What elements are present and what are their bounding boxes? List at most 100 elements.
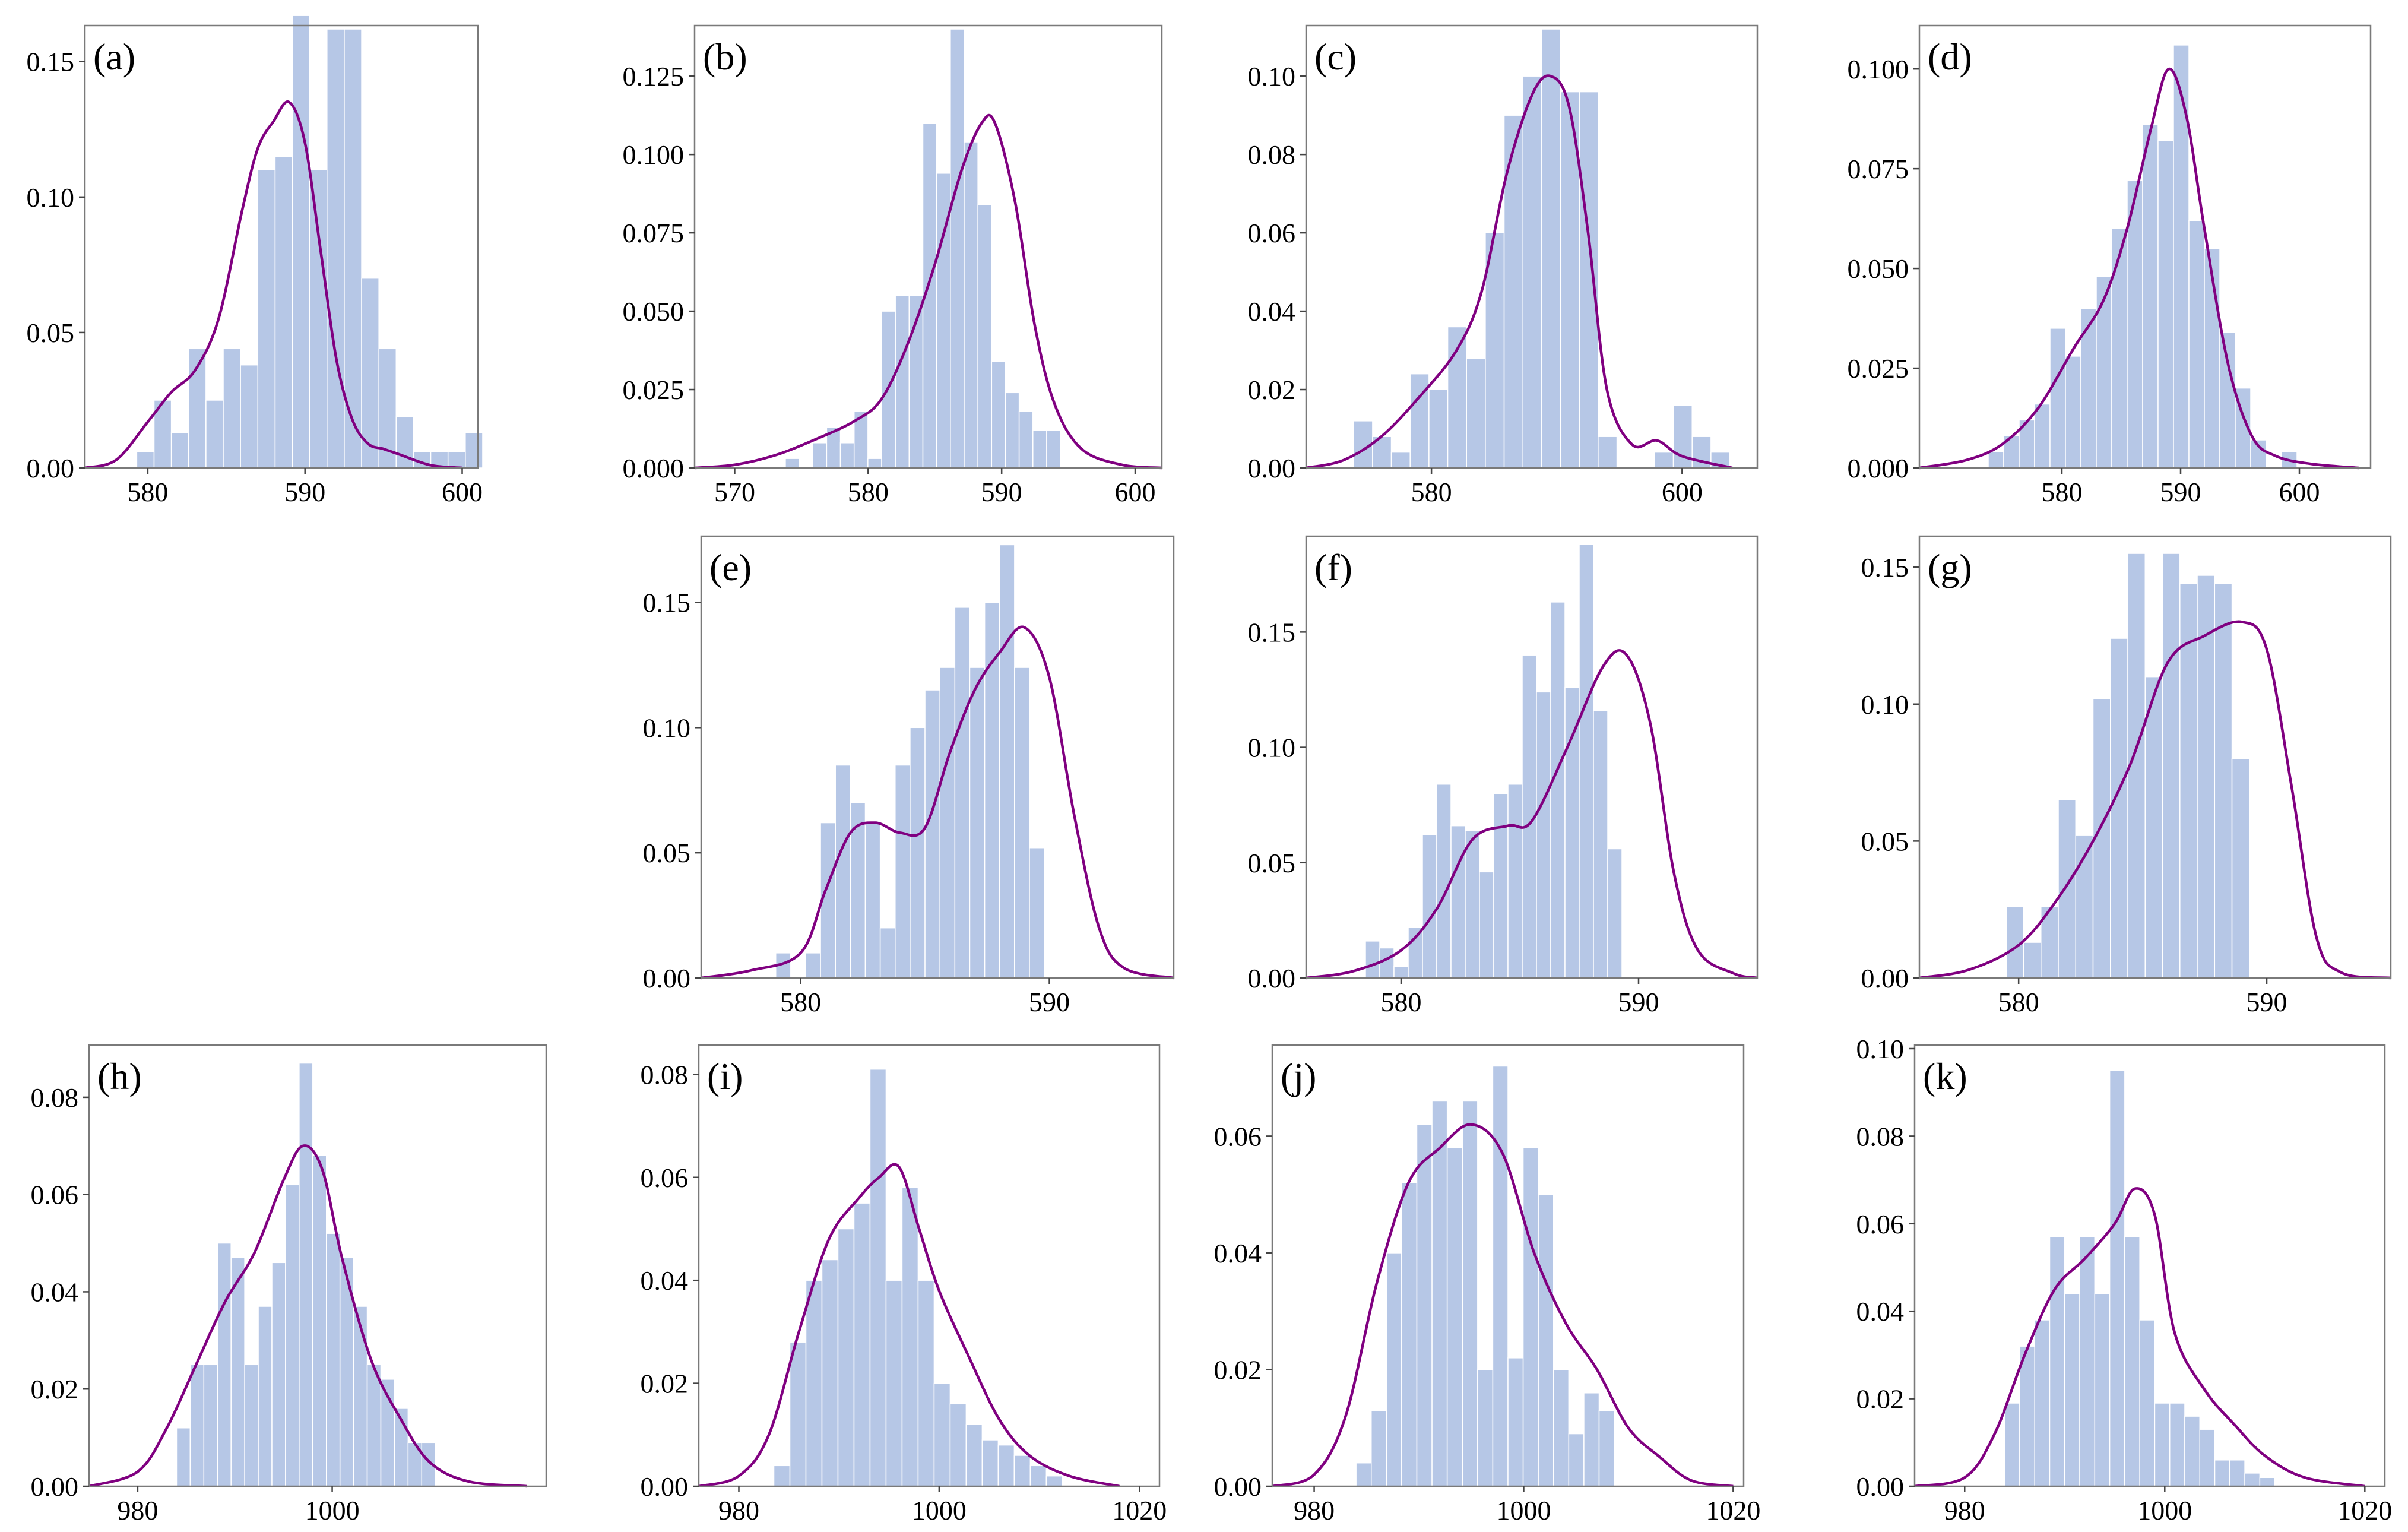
histogram-bar [805, 1280, 823, 1487]
y-tick-label: 0.125 [623, 61, 685, 91]
kde-curve [1306, 649, 1758, 980]
histogram-bar [924, 689, 940, 979]
x-tick-label: 980 [1944, 1495, 1985, 1525]
y-tick-label: 0.05 [1861, 826, 1909, 856]
histogram-bar [1416, 1123, 1433, 1487]
histogram-bar [1450, 825, 1466, 979]
y-tick-label: 0.02 [1214, 1354, 1262, 1385]
histogram-bar [1422, 834, 1437, 979]
histogram-bar [2162, 553, 2181, 979]
x-tick-label: 580 [780, 987, 821, 1017]
panel-label: (f) [1314, 546, 1352, 588]
histogram-bar [981, 1439, 999, 1487]
histogram-bar [240, 364, 259, 469]
histogram-bar [1522, 75, 1542, 469]
histogram-bar [1014, 667, 1030, 979]
histogram-bar [244, 1364, 259, 1487]
y-tick-label: 0.10 [1248, 61, 1296, 91]
y-tick-label: 0.05 [643, 838, 691, 868]
y-tick-label: 0.00 [1248, 453, 1296, 483]
y-tick-label: 0.05 [27, 318, 75, 348]
histogram-bar [1018, 411, 1034, 469]
histogram-bar [1522, 1147, 1539, 1487]
histogram-bar [292, 15, 310, 469]
histogram-bar [1365, 941, 1380, 979]
histogram-bar [1428, 389, 1449, 469]
plot-frame [1271, 1044, 1745, 1487]
histogram-bar [835, 764, 851, 979]
histogram-bar [1564, 686, 1580, 979]
histogram-bar [853, 1202, 871, 1487]
histogram-bar [2214, 583, 2233, 979]
kde-curve [1919, 620, 2391, 980]
histogram-bar [258, 1306, 273, 1487]
histogram-bar [309, 169, 328, 469]
histogram-bar [1988, 451, 2004, 469]
x-tick-label: 590 [1618, 987, 1659, 1017]
histogram-bar [176, 1427, 191, 1487]
x-tick-label: 1020 [2337, 1495, 2392, 1525]
histogram-bar [1408, 926, 1423, 979]
histogram-bar [2142, 124, 2159, 469]
x-tick-label: 570 [714, 477, 755, 507]
plot-frame [1305, 535, 1759, 979]
histogram-bar [954, 607, 971, 979]
plot-frame [700, 535, 1175, 979]
histogram-bar [2197, 575, 2216, 979]
y-tick-label: 0.075 [623, 218, 685, 248]
histogram-bar [773, 1465, 791, 1487]
histogram-bar [1485, 232, 1505, 469]
histogram-bar [327, 29, 345, 469]
histogram-bar [1436, 783, 1452, 979]
y-tick-label: 0.10 [27, 182, 75, 213]
histogram-bar [997, 1444, 1015, 1487]
histogram-bar [785, 458, 800, 469]
histogram-bar [917, 1280, 935, 1487]
y-tick-label: 0.08 [31, 1082, 79, 1113]
histogram-bar [1583, 1392, 1600, 1487]
histogram-bar [205, 400, 224, 469]
histogram-bar [869, 1068, 887, 1487]
y-tick-label: 0.02 [1248, 375, 1296, 405]
panel-b: 570 580 590 600 0.000 0.025 0.050 0.075 0.100 0.1… [623, 24, 1163, 507]
y-tick-label: 0.025 [623, 375, 685, 405]
histogram-bar [1046, 429, 1061, 469]
histogram-bar [1538, 1194, 1554, 1487]
y-tick-label: 0.06 [641, 1163, 689, 1193]
y-tick-label: 0.06 [1248, 218, 1296, 248]
histogram-bar [136, 451, 155, 469]
histogram-bar [2144, 676, 2163, 979]
histogram-bar [1507, 783, 1523, 979]
x-tick-label: 590 [2160, 477, 2201, 507]
kde-curve [1306, 74, 1733, 470]
x-tick-label: 600 [1115, 477, 1156, 507]
y-tick-label: 0.10 [1861, 689, 1909, 720]
histogram-bar [2079, 1236, 2096, 1487]
histogram-bar [1492, 1065, 1509, 1487]
x-tick-label: 580 [1411, 477, 1452, 507]
panel-a: 580 590 600 0.00 0.05 0.10 0.15 (a) [27, 15, 483, 507]
histogram-bar [2124, 1236, 2140, 1487]
histogram-bar [353, 1306, 368, 1487]
histogram-bar [1479, 871, 1494, 979]
histogram-bar [257, 169, 276, 469]
y-tick-label: 0.15 [1861, 552, 1909, 583]
y-tick-label: 0.08 [641, 1059, 689, 1090]
y-tick-label: 0.08 [1856, 1121, 1905, 1151]
histogram-bar [1013, 1455, 1031, 1487]
x-tick-label: 1020 [1706, 1495, 1760, 1525]
histogram-bar [2064, 1293, 2080, 1487]
histogram-bar [949, 1403, 967, 1487]
histogram-bar [1370, 1410, 1387, 1487]
histogram-bar [837, 1228, 855, 1487]
y-tick-label: 0.100 [623, 140, 685, 170]
panel-d: 580 590 600 0.000 0.025 0.050 0.075 0.100 (d) [1848, 24, 2372, 507]
histogram-bar [271, 1262, 286, 1487]
histogram-bar [2199, 1429, 2216, 1487]
y-tick-label: 0.025 [1848, 353, 1909, 384]
plot-frame [1913, 1044, 2386, 1487]
histogram-bar [395, 416, 414, 469]
y-tick-label: 0.06 [1214, 1121, 1262, 1151]
histogram-bar [1466, 357, 1486, 469]
histogram-bar [1465, 830, 1480, 979]
